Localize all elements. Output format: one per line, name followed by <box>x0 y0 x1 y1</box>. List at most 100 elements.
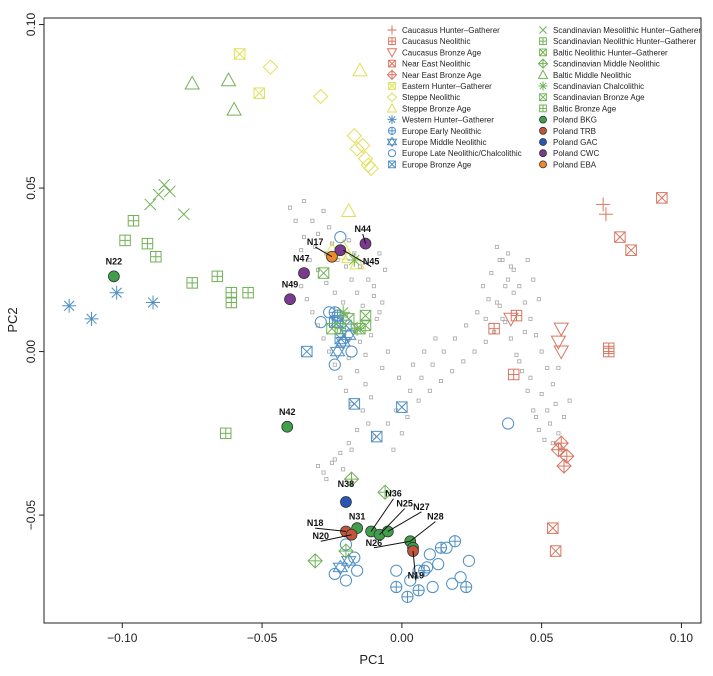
point-steppe-neolithic <box>346 128 363 144</box>
legend-label: Steppe Bronze Age <box>402 104 471 113</box>
background-sample-point <box>536 428 541 433</box>
background-sample-point <box>363 382 368 387</box>
sample-label-n42: N42 <box>279 407 296 417</box>
background-sample-point <box>338 450 343 455</box>
background-sample-point <box>315 464 320 469</box>
annotation-leader-line <box>373 540 411 549</box>
sample-label-n28: N28 <box>427 512 444 522</box>
background-sample-point <box>503 320 508 325</box>
point-europe-late-neolithic-chalcolithic <box>420 561 434 574</box>
legend-marker <box>539 26 547 34</box>
background-sample-point <box>472 349 477 354</box>
point-europe-late-neolithic-chalcolithic <box>314 316 327 329</box>
point-europe-bronze-age <box>370 430 383 443</box>
point-scandinavian-mesolithic-hunter-gatherer <box>163 185 176 198</box>
background-sample-point <box>366 277 371 282</box>
point-near-east-bronze-age <box>550 441 567 458</box>
legend-entry: Poland GAC <box>539 138 598 147</box>
background-sample-point <box>562 414 567 419</box>
legend-marker <box>539 115 547 124</box>
x-tick-label: −0.10 <box>107 631 138 645</box>
background-sample-point <box>511 290 516 295</box>
background-sample-point <box>464 323 469 328</box>
point-near-east-bronze-age <box>556 458 572 474</box>
legend-marker <box>539 149 547 158</box>
point-europe-early-neolithic <box>448 535 462 548</box>
legend-entry: Caucasus Hunter–Gatherer <box>387 25 500 35</box>
background-sample-point <box>341 300 346 305</box>
point-poland-cwc <box>334 244 347 257</box>
point-scandinavian-chalcolithic <box>350 321 365 336</box>
legend-marker <box>539 126 547 135</box>
background-sample-point <box>494 300 499 305</box>
point-europe-late-neolithic-chalcolithic <box>390 564 403 577</box>
background-sample-point <box>500 316 505 321</box>
point-europe-late-neolithic-chalcolithic <box>334 231 347 244</box>
background-sample-point <box>433 336 438 341</box>
legend-entry: Poland CWC <box>539 149 599 158</box>
point-steppe-neolithic <box>262 59 279 75</box>
background-sample-point <box>545 365 550 370</box>
background-sample-point <box>338 375 343 380</box>
point-caucasus-bronze-age <box>550 335 567 350</box>
background-sample-point <box>369 333 374 338</box>
legend-label: Baltic Middle Neolithic <box>553 71 631 80</box>
legend-entry: Scandinavian Mesolithic Hunter–Gatherer <box>539 26 701 35</box>
point-scandinavian-mesolithic-hunter-gatherer <box>177 208 190 221</box>
point-scandinavian-middle-neolithic <box>343 471 360 487</box>
sample-label-n36: N36 <box>385 489 402 499</box>
background-sample-point <box>371 284 376 289</box>
legend: Caucasus Hunter–Gatherer Caucasus Neolith… <box>386 25 701 169</box>
background-sample-point <box>360 303 365 308</box>
background-sample-point <box>302 199 307 204</box>
background-sample-point <box>355 428 360 433</box>
point-europe-early-neolithic <box>412 584 425 597</box>
point-steppe-neolithic <box>357 150 374 167</box>
legend-label: Scandinavian Mesolithic Hunter–Gatherer <box>553 26 701 35</box>
legend-entry: Europe Late Neolithic/Chalcolithic <box>387 149 522 158</box>
legend-marker <box>539 48 547 57</box>
background-sample-point <box>503 284 508 289</box>
background-sample-point <box>531 277 536 282</box>
legend-entry: Western Hunter–Gatherer <box>387 115 494 125</box>
background-sample-point <box>380 300 385 305</box>
point-caucasus-neolithic <box>602 342 615 355</box>
legend-entry: Eastern Hunter–Gatherer <box>388 82 492 91</box>
point-scandinavian-neolithic-hunter-gatherer <box>219 427 232 440</box>
background-sample-point <box>475 310 480 315</box>
point-europe-late-neolithic-chalcolithic <box>348 551 361 564</box>
background-sample-point <box>441 349 446 354</box>
background-sample-point <box>536 297 541 302</box>
sample-label-n25: N25 <box>396 499 413 509</box>
background-sample-point <box>399 431 404 436</box>
point-eastern-hunter-gatherer <box>253 87 266 99</box>
background-sample-point <box>324 280 329 285</box>
x-tick-label: 0.00 <box>390 631 414 645</box>
background-sample-point <box>324 477 329 482</box>
background-sample-point <box>408 388 413 393</box>
background-sample-point <box>371 293 376 298</box>
legend-marker <box>388 37 396 46</box>
background-sample-point <box>522 300 527 305</box>
legend-label: Europe Late Neolithic/Chalcolithic <box>402 149 522 158</box>
legend-label: Scandinavian Chalcolithic <box>553 82 644 91</box>
point-poland-bkg <box>281 420 294 433</box>
legend-marker <box>538 81 548 91</box>
point-poland-bkg <box>108 270 120 283</box>
background-sample-point <box>360 408 365 413</box>
legend-entry: Poland EBA <box>539 160 597 169</box>
background-sample-point <box>329 460 334 465</box>
legend-entry: Baltic Neolithic Hunter–Gatherer <box>539 48 668 57</box>
y-tick-label: 0.00 <box>24 340 38 364</box>
point-steppe-bronze-age <box>340 202 357 218</box>
background-sample-point <box>321 336 326 341</box>
background-sample-point <box>550 382 555 387</box>
legend-marker <box>539 104 547 113</box>
legend-label: Europe Middle Neolithic <box>402 138 487 147</box>
legend-label: Europe Bronze Age <box>402 160 472 169</box>
background-sample-point <box>494 244 499 249</box>
point-europe-late-neolithic-chalcolithic <box>446 577 459 590</box>
x-tick-label: 0.05 <box>530 631 554 645</box>
point-europe-late-neolithic-chalcolithic <box>440 541 453 554</box>
background-sample-point <box>299 284 304 289</box>
